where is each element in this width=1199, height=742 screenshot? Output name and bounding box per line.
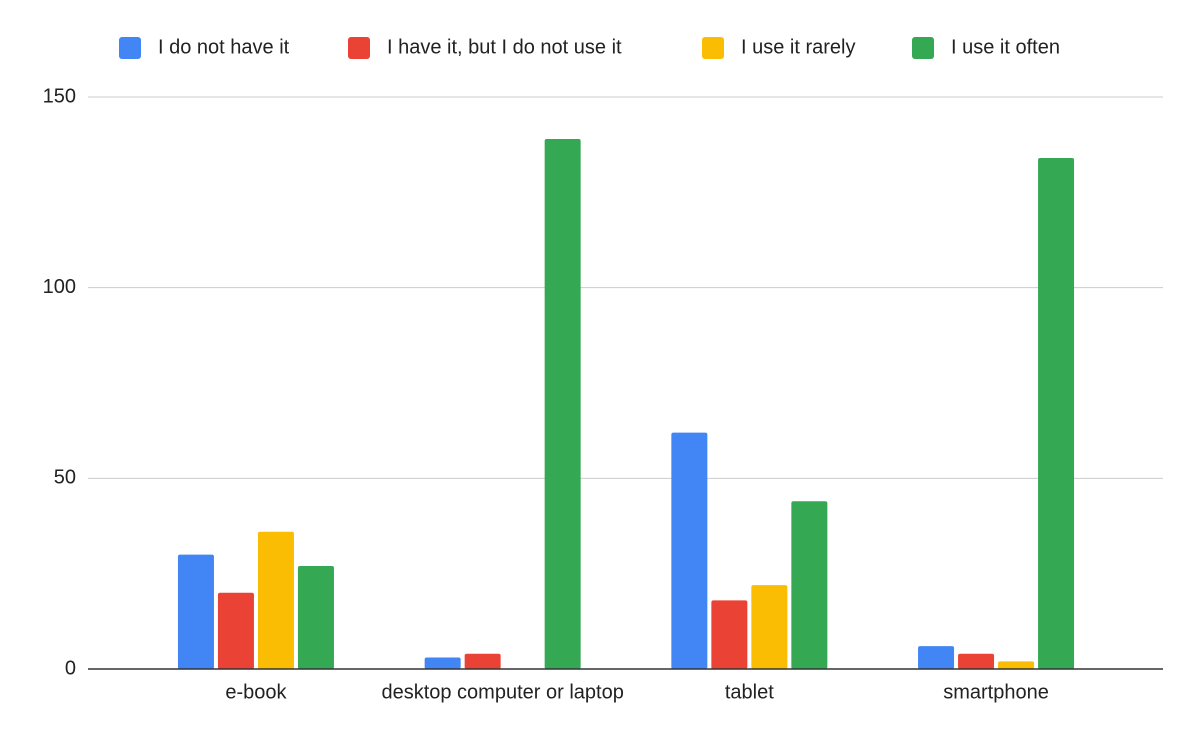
x-tick-label: tablet xyxy=(725,681,774,703)
legend-label: I use it rarely xyxy=(741,36,855,58)
bar xyxy=(217,592,254,669)
bar xyxy=(424,657,461,669)
bar xyxy=(711,600,748,669)
bar xyxy=(751,585,788,669)
legend-swatch xyxy=(348,37,370,59)
y-tick-label: 100 xyxy=(43,276,76,298)
legend-label: I have it, but I do not use it xyxy=(387,36,622,58)
bar xyxy=(1038,158,1075,669)
bar xyxy=(177,554,214,669)
x-tick-label: desktop computer or laptop xyxy=(381,681,623,703)
y-tick-label: 150 xyxy=(43,85,76,107)
bar xyxy=(257,531,294,669)
legend-swatch xyxy=(912,37,934,59)
bar xyxy=(544,138,581,670)
bar xyxy=(671,432,708,669)
x-tick-label: smartphone xyxy=(943,681,1049,703)
bar xyxy=(918,646,955,669)
bar xyxy=(297,566,334,669)
legend-swatch xyxy=(702,37,724,59)
bar xyxy=(958,653,995,669)
x-tick-label: e-book xyxy=(225,681,287,703)
bar xyxy=(791,501,828,669)
legend-label: I use it often xyxy=(951,36,1060,58)
y-tick-label: 50 xyxy=(54,467,76,489)
legend-swatch xyxy=(119,37,141,59)
y-tick-label: 0 xyxy=(65,657,76,679)
bar xyxy=(998,661,1035,669)
bar xyxy=(464,653,501,669)
legend-label: I do not have it xyxy=(158,36,290,58)
